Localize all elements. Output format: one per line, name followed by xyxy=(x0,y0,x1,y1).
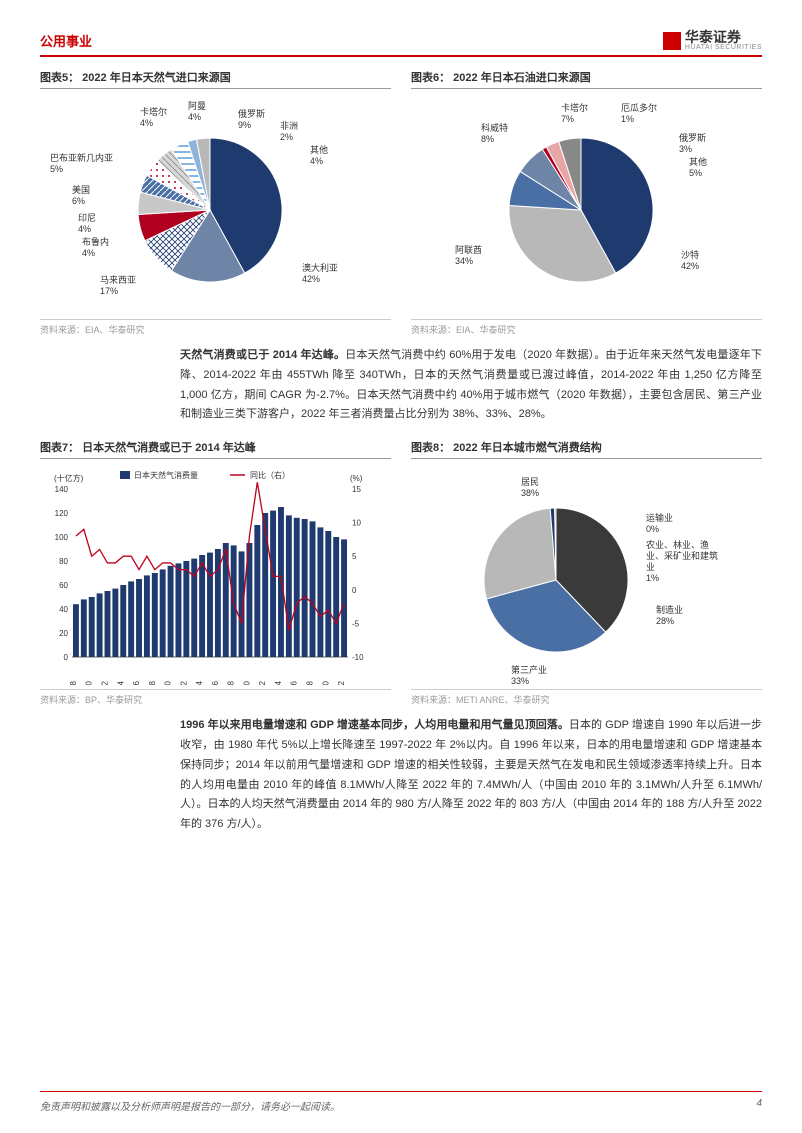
para1-bold: 天然气消费或已于 2014 年达峰。 xyxy=(180,349,345,361)
svg-text:140: 140 xyxy=(55,485,69,494)
chart7-barline: 0 20 40 60 80 100 120 140 -10 -5 0 5 10 15 (十亿方) (%) 198… xyxy=(40,465,391,685)
svg-text:0: 0 xyxy=(64,653,69,662)
chart8-source: 资料来源：METI ANRE、华泰研究 xyxy=(411,689,762,706)
svg-text:1988: 1988 xyxy=(69,681,78,686)
chart7-source: 资料来源：BP、华泰研究 xyxy=(40,689,391,706)
svg-text:5: 5 xyxy=(352,552,357,561)
svg-text:40: 40 xyxy=(59,605,68,614)
svg-text:2000: 2000 xyxy=(164,681,173,686)
svg-text:1998: 1998 xyxy=(148,681,157,686)
chart5-pie: 澳大利亚42%马来西亚17%俄罗斯9%美国6%巴布亚新几内亚5%布鲁内4%印尼4… xyxy=(40,95,391,315)
svg-text:2012: 2012 xyxy=(258,681,267,686)
svg-text:15: 15 xyxy=(352,485,361,494)
footer-disclaimer: 免责声明和披露以及分析师声明是报告的一部分，请务必一起阅读。 xyxy=(40,1098,340,1113)
chart6-title: 图表6： 2022 年日本石油进口来源国 xyxy=(411,69,762,89)
para2-text: 日本的 GDP 增速自 1990 年以后进一步收窄，由 1980 年代 5%以上… xyxy=(180,719,762,830)
chart6-source: 资料来源：EIA、华泰研究 xyxy=(411,319,762,336)
svg-text:(%): (%) xyxy=(350,474,363,483)
svg-text:2008: 2008 xyxy=(227,681,236,686)
brand-logo: 华泰证券 HUATAI SECURITIES xyxy=(663,30,762,51)
svg-text:10: 10 xyxy=(352,519,361,528)
svg-text:1994: 1994 xyxy=(116,681,125,686)
svg-text:2010: 2010 xyxy=(242,681,251,686)
para2-bold: 1996 年以来用电量增速和 GDP 增速基本同步，人均用电量和用气量见顶回落。 xyxy=(180,719,569,731)
svg-text:(十亿方): (十亿方) xyxy=(54,473,84,483)
svg-text:100: 100 xyxy=(55,533,69,542)
svg-text:-10: -10 xyxy=(352,653,364,662)
svg-text:日本天然气消费量: 日本天然气消费量 xyxy=(134,470,198,480)
svg-text:0: 0 xyxy=(352,586,357,595)
brand-name-en: HUATAI SECURITIES xyxy=(685,44,762,51)
header-category: 公用事业 xyxy=(40,31,92,50)
chart5-title: 图表5： 2022 年日本天然气进口来源国 xyxy=(40,69,391,89)
svg-text:120: 120 xyxy=(55,509,69,518)
svg-text:1990: 1990 xyxy=(85,681,94,686)
svg-text:2006: 2006 xyxy=(211,681,220,686)
chart7-title: 图表7： 日本天然气消费或已于 2014 年达峰 xyxy=(40,439,391,459)
svg-text:2002: 2002 xyxy=(179,681,188,686)
page-footer: 免责声明和披露以及分析师声明是报告的一部分，请务必一起阅读。 4 xyxy=(40,1091,762,1113)
page-header: 公用事业 华泰证券 HUATAI SECURITIES xyxy=(40,30,762,57)
svg-text:2014: 2014 xyxy=(274,681,283,686)
paragraph-1: 天然气消费或已于 2014 年达峰。日本天然气消费中约 60%用于发电（2020… xyxy=(180,346,762,425)
svg-text:同比（右）: 同比（右） xyxy=(250,470,290,480)
logo-icon xyxy=(663,32,681,50)
chart8-pie: 居民38%第三产业33%制造业28%运输业0%农业、林业、渔业、采矿业和建筑业1… xyxy=(411,465,762,685)
svg-text:20: 20 xyxy=(59,629,68,638)
chart8-title: 图表8： 2022 年日本城市燃气消费结构 xyxy=(411,439,762,459)
svg-text:2022: 2022 xyxy=(337,681,346,686)
svg-text:-5: -5 xyxy=(352,620,360,629)
svg-text:60: 60 xyxy=(59,581,68,590)
paragraph-2: 1996 年以来用电量增速和 GDP 增速基本同步，人均用电量和用气量见顶回落。… xyxy=(180,716,762,835)
svg-text:2004: 2004 xyxy=(195,681,204,686)
svg-text:2018: 2018 xyxy=(306,681,315,686)
svg-text:2020: 2020 xyxy=(321,681,330,686)
chart6-pie: 沙特42%阿联酋34%科威特8%卡塔尔7%厄瓜多尔1%俄罗斯3%其他5% xyxy=(411,95,762,315)
svg-text:2016: 2016 xyxy=(290,681,299,686)
svg-text:1992: 1992 xyxy=(100,681,109,686)
brand-name: 华泰证券 xyxy=(685,30,762,44)
svg-text:1996: 1996 xyxy=(132,681,141,686)
footer-page: 4 xyxy=(756,1098,762,1113)
svg-text:80: 80 xyxy=(59,557,68,566)
chart5-source: 资料来源：EIA、华泰研究 xyxy=(40,319,391,336)
